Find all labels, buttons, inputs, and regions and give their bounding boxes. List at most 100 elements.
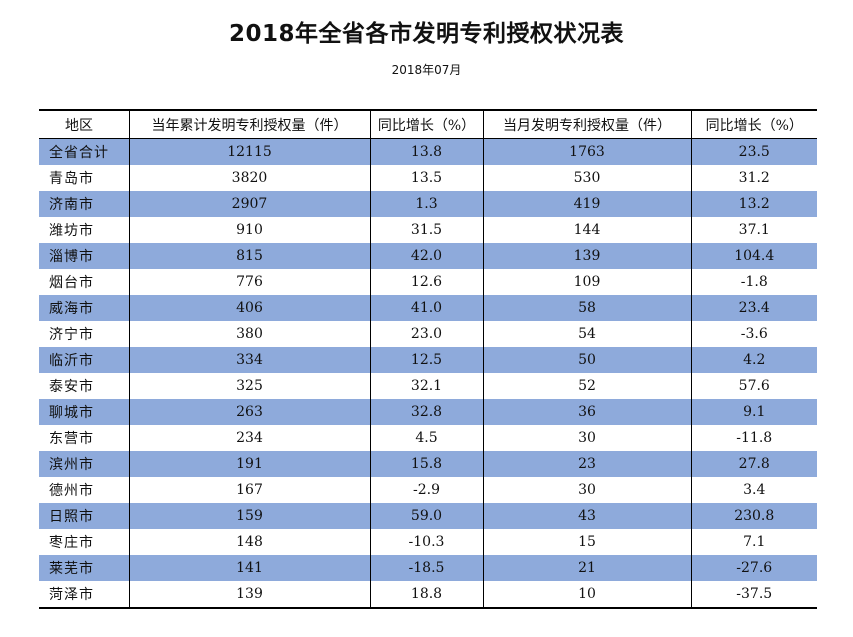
ytd-yoy-cell: -18.5 [369,555,483,581]
ytd-yoy-cell: 1.3 [369,191,483,217]
region-cell: 济南市 [39,191,129,217]
region-cell: 淄博市 [39,243,129,269]
ytd-grants-cell: 815 [128,243,370,269]
ytd-grants-cell: 141 [128,555,370,581]
ytd-yoy-cell: 23.0 [369,321,483,347]
region-cell: 菏泽市 [49,587,94,603]
ytd-grants-cell: 406 [128,295,370,321]
header-ytd-grants: 当年累计发明专利授权量（件） [128,110,370,139]
month-yoy-cell: -37.5 [690,581,817,608]
month-yoy-cell: 37.1 [690,217,817,243]
month-yoy-cell: 31.2 [690,165,817,191]
month-grants-cell: 1763 [482,138,691,165]
month-yoy-cell: 13.2 [690,191,817,217]
month-yoy-cell: 4.2 [690,347,817,373]
table-row: 济南市 2907 1.3 419 13.2 [39,191,817,217]
table-row: 济宁市 380 23.0 54 -3.6 [39,321,817,347]
ytd-yoy-cell: 59.0 [369,503,483,529]
month-grants-cell: 15 [482,529,691,555]
ytd-yoy-cell: -2.9 [369,477,483,503]
month-grants-cell: 52 [482,373,691,399]
ytd-grants-cell: 263 [128,399,370,425]
month-yoy-cell: 57.6 [690,373,817,399]
month-yoy-cell: 23.4 [690,295,817,321]
month-yoy-cell: 7.1 [690,529,817,555]
region-cell: 莱芜市 [39,555,129,581]
table-header-row: 地区 当年累计发明专利授权量（件） 同比增长（%） 当月发明专利授权量（件） 同… [39,110,817,139]
month-grants-cell: 54 [482,321,691,347]
month-yoy-cell: -1.8 [690,269,817,295]
header-region: 地区 [39,110,129,139]
month-grants-cell: 23 [482,451,691,477]
header-month-grants: 当月发明专利授权量（件） [482,110,691,139]
ytd-yoy-cell: 13.5 [369,165,483,191]
month-grants-cell: 530 [482,165,691,191]
region-cell: 济宁市 [49,327,94,343]
table-row: 烟台市 776 12.6 109 -1.8 [39,269,817,295]
ytd-yoy-cell: 18.8 [369,581,483,608]
ytd-grants-cell: 2907 [128,191,370,217]
month-yoy-cell: 104.4 [690,243,817,269]
ytd-yoy-cell: 32.8 [369,399,483,425]
table-row: 全省合计 12115 13.8 1763 23.5 [39,138,817,165]
table-row: 东营市 234 4.5 30 -11.8 [39,425,817,451]
month-grants-cell: 21 [482,555,691,581]
month-yoy-cell: 3.4 [690,477,817,503]
month-yoy-cell: 9.1 [690,399,817,425]
month-grants-cell: 50 [482,347,691,373]
ytd-grants-cell: 910 [128,217,370,243]
table-row: 威海市 406 41.0 58 23.4 [39,295,817,321]
table-row: 潍坊市 910 31.5 144 37.1 [39,217,817,243]
table-row: 莱芜市 141 -18.5 21 -27.6 [39,555,817,581]
region-cell: 德州市 [49,483,94,499]
month-grants-cell: 36 [482,399,691,425]
table-row: 临沂市 334 12.5 50 4.2 [39,347,817,373]
ytd-grants-cell: 148 [128,529,370,555]
month-grants-cell: 58 [482,295,691,321]
region-cell: 潍坊市 [49,223,94,239]
table-row: 枣庄市 148 -10.3 15 7.1 [39,529,817,555]
ytd-grants-cell: 3820 [128,165,370,191]
header-ytd-yoy: 同比增长（%） [369,110,483,139]
page-title: 2018年全省各市发明专利授权状况表 [228,21,624,47]
month-yoy-cell: -11.8 [690,425,817,451]
ytd-yoy-cell: -10.3 [369,529,483,555]
month-yoy-cell: 23.5 [690,138,817,165]
month-yoy-cell: -27.6 [690,555,817,581]
ytd-yoy-cell: 15.8 [369,451,483,477]
ytd-grants-cell: 380 [128,321,370,347]
ytd-grants-cell: 776 [128,269,370,295]
month-grants-cell: 43 [482,503,691,529]
ytd-grants-cell: 167 [128,477,370,503]
table-row: 泰安市 325 32.1 52 57.6 [39,373,817,399]
month-yoy-cell: -3.6 [690,321,817,347]
region-cell: 日照市 [39,503,129,529]
table-row: 淄博市 815 42.0 139 104.4 [39,243,817,269]
ytd-yoy-cell: 42.0 [369,243,483,269]
ytd-yoy-cell: 32.1 [369,373,483,399]
ytd-yoy-cell: 12.5 [369,347,483,373]
month-yoy-cell: 230.8 [690,503,817,529]
table-row: 聊城市 263 32.8 36 9.1 [39,399,817,425]
ytd-yoy-cell: 31.5 [369,217,483,243]
region-cell: 全省合计 [39,138,129,165]
table-row: 德州市 167 -2.9 30 3.4 [39,477,817,503]
ytd-grants-cell: 159 [128,503,370,529]
month-grants-cell: 10 [482,581,691,608]
table-row: 青岛市 3820 13.5 530 31.2 [39,165,817,191]
region-cell: 临沂市 [39,347,129,373]
header-month-yoy: 同比增长（%） [690,110,817,139]
ytd-yoy-cell: 4.5 [369,425,483,451]
month-grants-cell: 30 [482,425,691,451]
patent-table: 地区 当年累计发明专利授权量（件） 同比增长（%） 当月发明专利授权量（件） 同… [39,109,817,609]
region-cell: 泰安市 [49,379,94,395]
month-grants-cell: 109 [482,269,691,295]
month-grants-cell: 139 [482,243,691,269]
region-cell: 东营市 [49,431,94,447]
table-body: 全省合计 12115 13.8 1763 23.5 青岛市 3820 13.5 530 31.2 济… [39,138,817,608]
region-cell: 枣庄市 [49,535,94,551]
ytd-grants-cell: 325 [128,373,370,399]
table-row: 日照市 159 59.0 43 230.8 [39,503,817,529]
month-grants-cell: 419 [482,191,691,217]
region-cell: 烟台市 [49,275,94,291]
